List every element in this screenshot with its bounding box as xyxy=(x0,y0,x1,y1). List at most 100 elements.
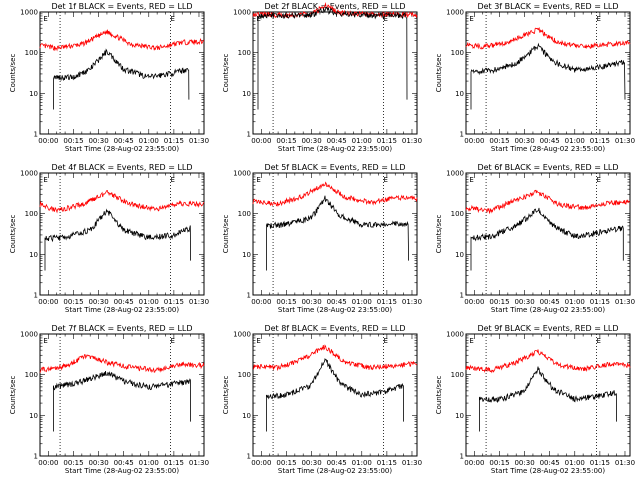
x-axis-label: Start Time (28-Aug-02 23:55:00) xyxy=(491,145,605,153)
detector-plot-9: Det 9f BLACK = Events, RED = LLD 1 10 100 10… xyxy=(435,324,635,475)
e-marker: E xyxy=(43,176,47,184)
y-tick-label: 1000 xyxy=(20,170,38,178)
x-tick-label: 01:15 xyxy=(164,459,184,467)
x-tick-label: 01:15 xyxy=(164,298,184,306)
plot-frame xyxy=(252,11,418,135)
x-tick-label: 01:15 xyxy=(590,298,610,306)
lld-series xyxy=(39,354,205,373)
x-tick-label: 00:15 xyxy=(276,137,296,145)
x-tick-label: 01:15 xyxy=(164,137,184,145)
x-tick-label: 00:30 xyxy=(514,459,534,467)
x-tick-label: 00:15 xyxy=(63,298,83,306)
y-tick-label: 10 xyxy=(455,251,464,259)
x-tick-label: 00:00 xyxy=(38,137,58,145)
plot-title: Det 1f BLACK = Events, RED = LLD xyxy=(51,2,192,11)
detector-plot-4: Det 4f BLACK = Events, RED = LLD 1 10 100 10… xyxy=(9,163,209,314)
plot-title: Det 6f BLACK = Events, RED = LLD xyxy=(477,163,618,172)
x-axis-label: Start Time (28-Aug-02 23:55:00) xyxy=(65,306,179,314)
e-marker: E xyxy=(597,176,601,184)
x-tick-label: 00:30 xyxy=(88,459,108,467)
x-tick-label: 01:00 xyxy=(565,459,585,467)
x-tick-label: 01:00 xyxy=(139,459,159,467)
e-marker: E xyxy=(43,337,47,345)
y-tick-label: 1 xyxy=(247,292,251,300)
y-tick-label: 100 xyxy=(451,210,464,218)
detector-plot-6: Det 6f BLACK = Events, RED = LLD 1 10 100 10… xyxy=(435,163,635,314)
y-tick-label: 1000 xyxy=(446,9,464,17)
y-tick-label: 100 xyxy=(451,49,464,57)
detector-plot-5: Det 5f BLACK = Events, RED = LLD 1 10 100 10… xyxy=(222,163,422,314)
y-tick-label: 10 xyxy=(29,251,38,259)
y-tick-label: 1000 xyxy=(446,331,464,339)
plot-title: Det 8f BLACK = Events, RED = LLD xyxy=(264,324,405,333)
x-tick-label: 01:30 xyxy=(189,459,209,467)
x-tick-label: 00:45 xyxy=(327,137,347,145)
events-series xyxy=(479,366,617,432)
y-tick-label: 10 xyxy=(455,412,464,420)
x-tick-label: 00:15 xyxy=(489,298,509,306)
y-tick-label: 1 xyxy=(247,453,251,461)
x-tick-label: 00:30 xyxy=(514,137,534,145)
e-marker: E xyxy=(256,15,260,23)
y-tick-label: 1 xyxy=(460,292,464,300)
y-axis-label: Counts/sec xyxy=(222,54,230,93)
x-tick-label: 00:15 xyxy=(276,298,296,306)
y-tick-label: 1 xyxy=(460,453,464,461)
y-tick-label: 10 xyxy=(29,412,38,420)
y-tick-label: 1 xyxy=(460,131,464,139)
x-tick-label: 00:00 xyxy=(464,137,484,145)
x-tick-label: 00:15 xyxy=(489,137,509,145)
x-tick-label: 01:00 xyxy=(565,137,585,145)
x-tick-label: 01:30 xyxy=(402,298,422,306)
e-marker: E xyxy=(171,176,175,184)
x-tick-label: 00:00 xyxy=(251,298,271,306)
plot-frame xyxy=(39,11,205,135)
e-marker: E xyxy=(384,176,388,184)
plot-title: Det 9f BLACK = Events, RED = LLD xyxy=(477,324,618,333)
x-tick-label: 00:30 xyxy=(88,137,108,145)
lld-series xyxy=(252,344,417,372)
x-axis-label: Start Time (28-Aug-02 23:55:00) xyxy=(278,467,392,475)
detector-plot-3: Det 3f BLACK = Events, RED = LLD 1 10 100 10… xyxy=(435,2,635,153)
x-tick-label: 01:15 xyxy=(377,137,397,145)
x-tick-label: 00:00 xyxy=(251,459,271,467)
x-tick-label: 00:15 xyxy=(63,137,83,145)
x-tick-label: 00:15 xyxy=(276,459,296,467)
e-marker: E xyxy=(384,15,388,23)
y-axis-label: Counts/sec xyxy=(222,215,230,254)
y-tick-label: 100 xyxy=(451,371,464,379)
e-marker: E xyxy=(469,337,473,345)
y-axis-label: Counts/sec xyxy=(435,376,443,415)
y-tick-label: 1000 xyxy=(20,331,38,339)
lld-series xyxy=(39,29,205,52)
plot-frame xyxy=(465,333,631,457)
x-tick-label: 01:30 xyxy=(402,137,422,145)
x-tick-label: 00:45 xyxy=(540,137,560,145)
y-tick-label: 100 xyxy=(238,371,251,379)
x-tick-label: 00:15 xyxy=(63,459,83,467)
e-marker: E xyxy=(469,15,473,23)
y-tick-label: 10 xyxy=(242,251,251,259)
lld-series xyxy=(465,189,631,215)
x-tick-label: 00:45 xyxy=(540,298,560,306)
plot-title: Det 4f BLACK = Events, RED = LLD xyxy=(51,163,192,172)
x-tick-label: 01:15 xyxy=(377,459,397,467)
e-marker: E xyxy=(256,176,260,184)
x-tick-label: 00:45 xyxy=(540,459,560,467)
x-tick-label: 01:30 xyxy=(615,137,635,145)
lld-series xyxy=(252,181,418,207)
e-marker: E xyxy=(171,15,175,23)
y-tick-label: 1 xyxy=(34,453,38,461)
x-tick-label: 00:00 xyxy=(38,298,58,306)
events-series xyxy=(470,42,626,110)
x-tick-label: 01:30 xyxy=(402,459,422,467)
plot-frame xyxy=(39,333,205,457)
y-tick-label: 100 xyxy=(238,210,251,218)
x-tick-label: 00:45 xyxy=(114,459,134,467)
lld-series xyxy=(465,26,631,50)
y-tick-label: 1000 xyxy=(233,331,251,339)
x-tick-label: 00:30 xyxy=(301,298,321,306)
x-tick-label: 00:00 xyxy=(464,298,484,306)
x-tick-label: 00:30 xyxy=(88,298,108,306)
